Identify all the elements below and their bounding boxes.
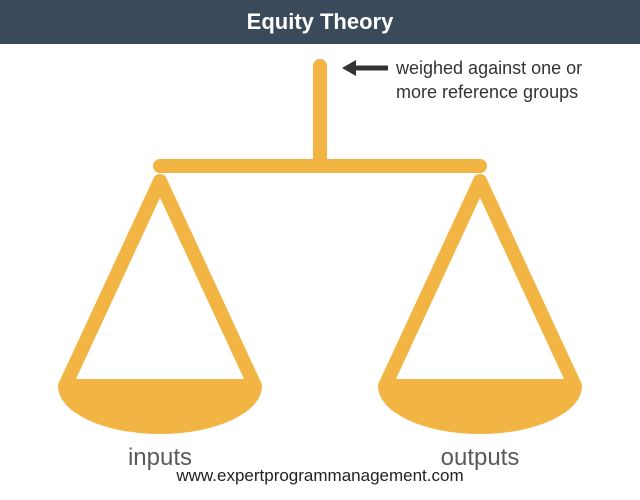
footer-url: www.expertprogrammanagement.com bbox=[0, 466, 640, 486]
balance-scale-right-bowl bbox=[378, 386, 582, 434]
header-bar: Equity Theory bbox=[0, 0, 640, 44]
balance-scale-diagram bbox=[0, 56, 640, 461]
balance-scale-svg bbox=[0, 56, 640, 456]
page-title: Equity Theory bbox=[247, 9, 394, 34]
balance-scale-outline bbox=[65, 66, 575, 386]
balance-scale-left-bowl bbox=[58, 386, 262, 434]
